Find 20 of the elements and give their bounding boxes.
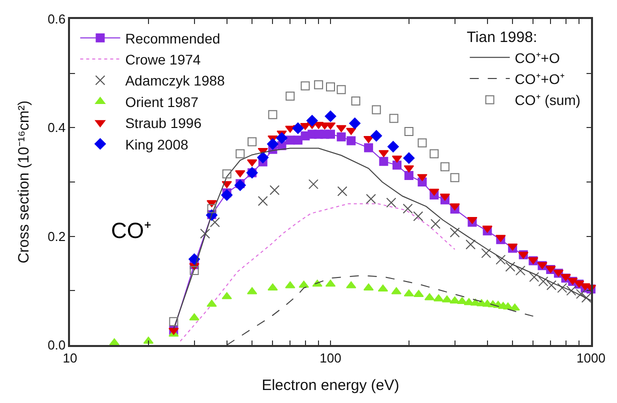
legend-label: CO⁺ (sum) [514,92,580,108]
legend-label: Adamczyk 1988 [125,72,226,89]
x-tick-label: 1000 [576,350,606,366]
legend-label: CO⁺+O⁺ [514,71,565,88]
annotation: CO⁺ [111,218,151,243]
legend-label: King 2008 [125,136,188,152]
x-axis-title: Electron energy (eV) [262,376,400,394]
legend-label: Recommended [125,30,220,46]
y-axis-title: Cross section (10⁻¹⁶cm²) [15,100,32,264]
x-tick-label: 100 [320,350,342,366]
y-tick-label: 0.4 [48,120,66,136]
y-tick-label: 0.6 [48,12,66,27]
y-tick-label: 0.0 [48,338,66,353]
legend-label: CO⁺+O [514,50,560,66]
legend-label: Crowe 1974 [125,52,201,68]
x-tick-label: 10 [62,350,78,366]
legend-label: Straub 1996 [125,115,202,132]
y-tick-label: 0.2 [48,228,66,244]
legend-label: Orient 1987 [125,94,199,110]
legend-title: Tian 1998: [466,28,538,46]
